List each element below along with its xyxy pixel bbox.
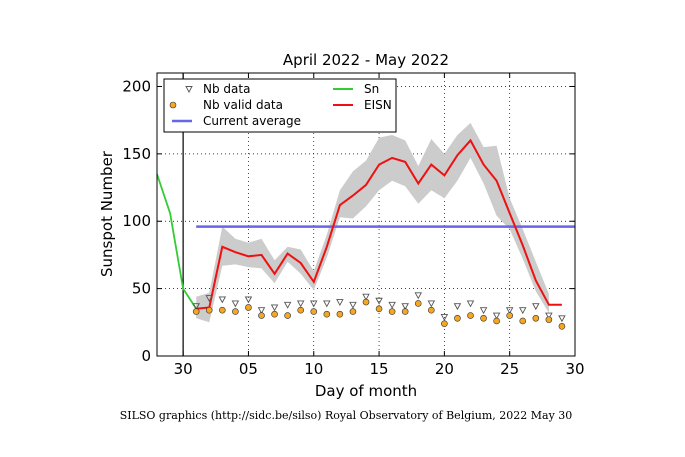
- y-tick-label: 150: [122, 145, 151, 163]
- nb-valid-data-point: [232, 308, 239, 315]
- x-axis-label: Day of month: [315, 382, 417, 400]
- nb-data-point: [492, 312, 501, 320]
- nb-data-point: [453, 303, 462, 311]
- legend-dot-marker: [169, 101, 177, 109]
- nb-valid-data-point: [284, 312, 291, 319]
- nb-data-point: [218, 296, 227, 304]
- legend-item: Sn: [333, 82, 379, 96]
- legend: Nb data Nb valid data Current average Sn EIS…: [163, 78, 397, 133]
- nb-valid-data-point: [310, 308, 318, 315]
- nb-data-point: [244, 296, 253, 304]
- nb-data-point: [479, 307, 488, 315]
- legend-item: Nb data: [185, 82, 250, 96]
- y-tick-label: 50: [132, 280, 151, 298]
- nb-valid-data-point: [545, 316, 553, 323]
- nb-valid-data-point: [401, 308, 409, 315]
- nb-data-point: [349, 301, 357, 309]
- nb-valid-data-point: [428, 306, 435, 314]
- legend-label: Nb data: [203, 82, 250, 96]
- sn-line: [156, 173, 197, 310]
- nb-valid-data-point: [258, 312, 265, 319]
- legend-box: [163, 78, 397, 133]
- nb-valid-data-point: [245, 304, 252, 311]
- legend-item: EISN: [333, 98, 392, 112]
- legend-label: Current average: [203, 114, 301, 128]
- nb-data-point: [558, 315, 566, 323]
- x-tick-label: 30: [565, 360, 584, 378]
- nb-data-point: [427, 300, 436, 308]
- nb-data-point: [505, 307, 514, 315]
- x-tick-label: 25: [500, 360, 519, 378]
- y-axis-label: Sunspot Number: [98, 150, 116, 277]
- nb-valid-data-point: [519, 317, 527, 325]
- nb-data-point: [257, 307, 266, 315]
- x-tick-label: 30: [174, 360, 193, 378]
- legend-label: EISN: [364, 98, 392, 112]
- footer-credit: SILSO graphics (http://sidc.be/silso) Ro…: [120, 409, 573, 422]
- nb-data-point: [518, 307, 527, 315]
- nb-valid-data-point: [323, 310, 331, 318]
- x-tick-label: 15: [370, 360, 389, 378]
- nb-data-point: [545, 312, 553, 320]
- x-tick-label: 20: [435, 360, 454, 378]
- nb-data-point: [466, 300, 475, 308]
- nb-data-point: [323, 300, 331, 308]
- nb-valid-data-point: [480, 314, 487, 322]
- eisn-uncertainty-band: [196, 122, 549, 323]
- legend-item: Nb valid data: [169, 98, 283, 112]
- plot-area: 30 05 10 15 20 25 30 0 50 100 150 200 Nb data Nb vali…: [122, 72, 585, 378]
- nb-valid-data-point: [506, 312, 513, 319]
- nb-data-point: [192, 303, 200, 311]
- nb-valid-data-point: [493, 317, 500, 325]
- nb-valid-data-point: [441, 320, 448, 327]
- x-tick-label: 05: [239, 360, 258, 378]
- plot-frame: [156, 72, 576, 357]
- nb-data-point: [440, 313, 449, 321]
- nb-data-point: [375, 297, 383, 305]
- nb-data-point: [296, 300, 305, 308]
- y-tick-label: 200: [122, 77, 151, 95]
- nb-valid-data-point: [219, 306, 226, 314]
- nb-data-point: [309, 300, 318, 308]
- nb-data-point: [270, 304, 279, 312]
- nb-valid-data-point: [205, 306, 213, 314]
- y-tick-label: 0: [141, 347, 151, 365]
- nb-data-point: [532, 303, 540, 311]
- eisn-line: [196, 138, 562, 310]
- nb-valid-data-point: [454, 314, 461, 322]
- legend-triangle-marker: [185, 86, 193, 93]
- nb-valid-data-point: [532, 314, 540, 322]
- nb-data-point: [231, 300, 240, 308]
- nb-data-point: [362, 293, 370, 301]
- nb-valid-data-point: [297, 306, 304, 314]
- legend-label: Sn: [364, 82, 379, 96]
- nb-valid-data-point: [558, 323, 566, 330]
- nb-valid-data-point: [375, 305, 383, 313]
- chart-title: April 2022 - May 2022: [283, 51, 449, 69]
- nb-data-point: [336, 299, 344, 307]
- nb-valid-data-point: [271, 310, 278, 318]
- nb-valid-data-point: [336, 310, 344, 318]
- nb-data-point: [388, 301, 396, 309]
- nb-valid-data-point: [362, 298, 370, 306]
- nb-data-point: [205, 295, 214, 302]
- nb-data-point: [283, 301, 292, 309]
- y-tick-label: 100: [122, 212, 151, 230]
- nb-valid-data-point: [192, 308, 200, 315]
- nb-valid-data-point: [349, 308, 357, 315]
- nb-valid-data-point: [388, 308, 396, 315]
- nb-valid-data-point: [414, 300, 422, 307]
- nb-data-point: [414, 292, 423, 300]
- legend-label: Nb valid data: [203, 98, 283, 112]
- x-tick-label: 10: [304, 360, 323, 378]
- nb-valid-data-point: [467, 312, 474, 319]
- legend-item: Current average: [172, 114, 301, 128]
- nb-data-point: [401, 303, 409, 311]
